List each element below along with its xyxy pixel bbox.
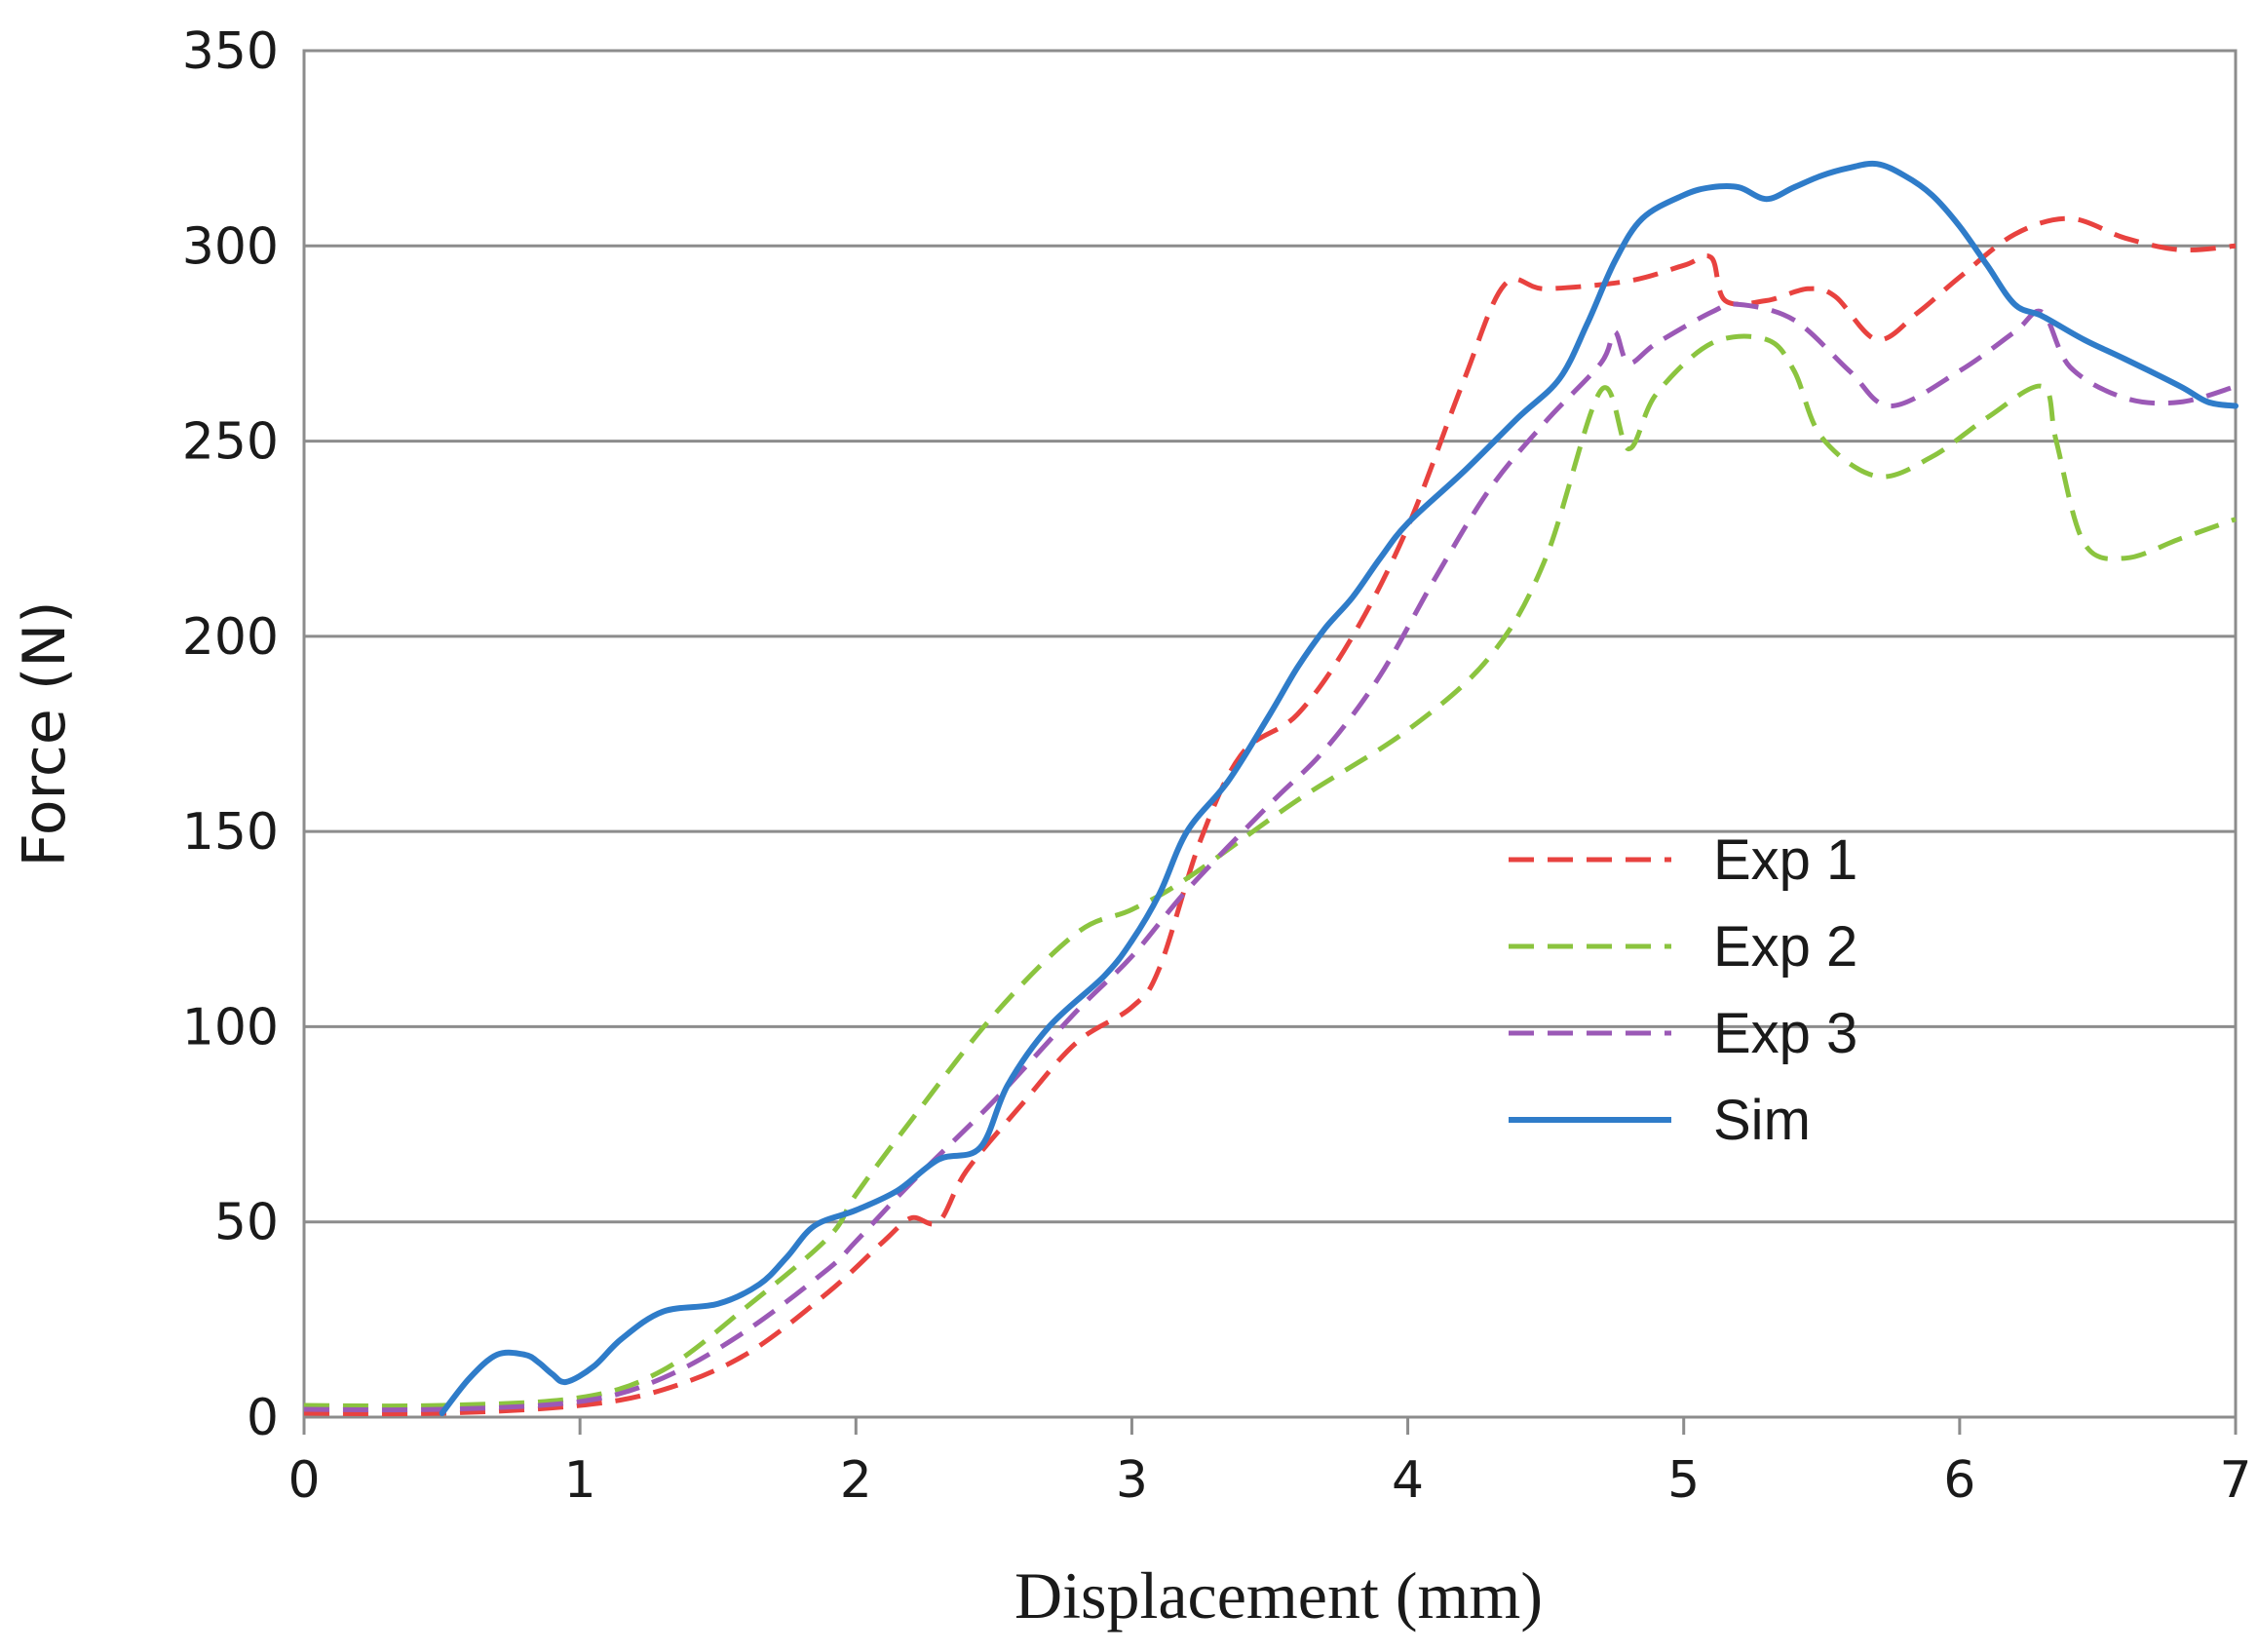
y-tick-label: 50 (214, 1194, 279, 1252)
x-tick-label: 0 (287, 1451, 320, 1510)
legend-label-exp-3: Exp 3 (1713, 1002, 1857, 1065)
series-line-exp-1 (303, 215, 2237, 1417)
axes (302, 49, 2238, 1419)
x-tick-label: 2 (840, 1451, 872, 1510)
x-tick-labels: 0 1 2 3 4 5 6 7 (287, 1417, 2252, 1510)
x-tick-label: 4 (1392, 1451, 1424, 1510)
legend-label-exp-1: Exp 1 (1713, 828, 1857, 892)
y-tick-label: 200 (182, 608, 279, 667)
x-tick-label: 1 (564, 1451, 596, 1510)
y-axis-label: Force (N) (11, 600, 79, 866)
y-tick-label: 350 (182, 22, 279, 81)
x-axis-label: Displacement (mm) (1014, 1558, 1543, 1633)
legend-label-sim: Sim (1713, 1089, 1811, 1152)
y-tick-label: 100 (182, 998, 279, 1057)
y-tick-label: 300 (182, 217, 279, 276)
y-tick-label: 250 (182, 413, 279, 472)
legend: Exp 1 Exp 2 Exp 3 Sim (1509, 828, 1857, 1152)
plot-area-frame (302, 49, 2238, 1419)
x-tick-label: 6 (1943, 1451, 1975, 1510)
x-tick-label: 7 (2219, 1451, 2251, 1510)
x-tick-label: 3 (1116, 1451, 1148, 1510)
x-tick-label: 5 (1667, 1451, 1700, 1510)
data-series (303, 160, 2239, 1417)
y-tick-label: 150 (182, 803, 279, 862)
series-line-exp-2 (303, 333, 2237, 1409)
y-tick-labels: 0 50 100 150 200 250 300 350 (182, 22, 279, 1447)
y-tick-label: 0 (247, 1389, 279, 1447)
gridlines (304, 49, 2236, 1419)
series-line-exp-3 (303, 301, 2237, 1413)
legend-label-exp-2: Exp 2 (1713, 915, 1857, 979)
series-line-sim (439, 160, 2239, 1416)
